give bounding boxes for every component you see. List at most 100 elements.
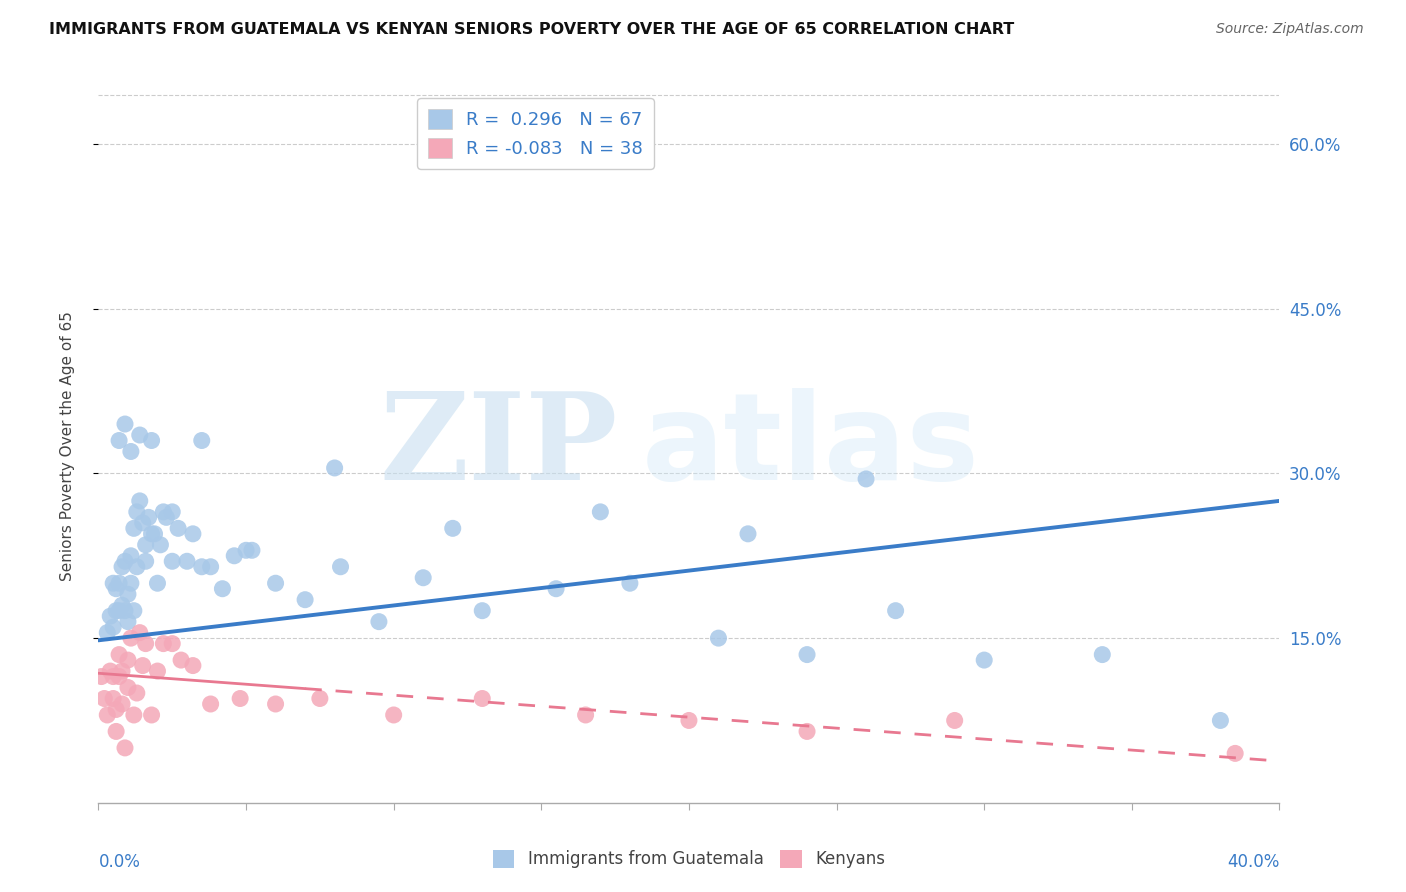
Text: ZIP: ZIP <box>380 387 619 505</box>
Point <box>122 604 145 618</box>
Text: 40.0%: 40.0% <box>1227 853 1279 871</box>
Point <box>135 538 157 552</box>
Point <box>162 505 183 519</box>
Text: 0.0%: 0.0% <box>98 853 141 871</box>
Point <box>471 691 494 706</box>
Point <box>125 686 148 700</box>
Point <box>141 434 163 448</box>
Point <box>105 702 128 716</box>
Text: Source: ZipAtlas.com: Source: ZipAtlas.com <box>1216 22 1364 37</box>
Point <box>128 625 150 640</box>
Point <box>176 554 198 568</box>
Point <box>796 648 818 662</box>
Y-axis label: Seniors Poverty Over the Age of 65: Seniors Poverty Over the Age of 65 <box>60 311 75 581</box>
Point <box>309 691 332 706</box>
Point <box>120 444 142 458</box>
Point <box>105 604 128 618</box>
Point <box>141 526 163 541</box>
Point <box>181 526 204 541</box>
Point <box>323 461 346 475</box>
Point <box>120 576 142 591</box>
Point <box>574 708 596 723</box>
Point <box>737 526 759 541</box>
Point <box>108 576 131 591</box>
Point <box>108 604 131 618</box>
Point <box>117 615 139 629</box>
Point <box>235 543 257 558</box>
Point <box>294 592 316 607</box>
Point <box>224 549 246 563</box>
Point <box>108 669 131 683</box>
Point <box>200 697 222 711</box>
Point <box>329 559 352 574</box>
Point <box>200 559 222 574</box>
Point <box>111 559 134 574</box>
Point <box>93 691 115 706</box>
Point <box>117 681 139 695</box>
Point <box>368 615 391 629</box>
Point <box>162 554 183 568</box>
Point <box>1223 747 1246 761</box>
Point <box>155 510 177 524</box>
Point <box>589 505 612 519</box>
Point <box>114 554 136 568</box>
Point <box>162 637 183 651</box>
Point <box>619 576 641 591</box>
Point <box>105 582 128 596</box>
Point <box>678 714 700 728</box>
Point <box>120 631 142 645</box>
Point <box>114 417 136 431</box>
Point <box>149 538 172 552</box>
Point <box>125 559 148 574</box>
Point <box>128 428 150 442</box>
Point <box>973 653 995 667</box>
Point <box>96 625 118 640</box>
Point <box>103 620 125 634</box>
Point <box>181 658 204 673</box>
Point <box>132 516 155 530</box>
Point <box>441 521 464 535</box>
Point <box>146 576 169 591</box>
Point <box>108 434 131 448</box>
Point <box>211 582 233 596</box>
Point <box>707 631 730 645</box>
Point <box>117 653 139 667</box>
Point <box>146 664 169 678</box>
Point <box>412 571 434 585</box>
Point <box>382 708 405 723</box>
Point <box>240 543 263 558</box>
Point <box>108 648 131 662</box>
Point <box>943 714 966 728</box>
Point <box>1091 648 1114 662</box>
Point <box>111 664 134 678</box>
Point <box>152 505 174 519</box>
Point <box>96 708 118 723</box>
Legend: Immigrants from Guatemala, Kenyans: Immigrants from Guatemala, Kenyans <box>484 841 894 877</box>
Point <box>90 669 112 683</box>
Point <box>167 521 190 535</box>
Point <box>135 637 157 651</box>
Point <box>103 669 125 683</box>
Point <box>191 434 214 448</box>
Point <box>264 576 287 591</box>
Point <box>111 697 134 711</box>
Point <box>152 637 174 651</box>
Point <box>103 576 125 591</box>
Point <box>855 472 877 486</box>
Point <box>546 582 568 596</box>
Text: IMMIGRANTS FROM GUATEMALA VS KENYAN SENIORS POVERTY OVER THE AGE OF 65 CORRELATI: IMMIGRANTS FROM GUATEMALA VS KENYAN SENI… <box>49 22 1015 37</box>
Point <box>141 708 163 723</box>
Point <box>114 604 136 618</box>
Point <box>122 521 145 535</box>
Point <box>138 510 160 524</box>
Point <box>884 604 907 618</box>
Point <box>98 664 121 678</box>
Point <box>135 554 157 568</box>
Point <box>1209 714 1232 728</box>
Point <box>191 559 214 574</box>
Point <box>105 724 128 739</box>
Point <box>229 691 252 706</box>
Point <box>122 708 145 723</box>
Point <box>143 526 166 541</box>
Point <box>264 697 287 711</box>
